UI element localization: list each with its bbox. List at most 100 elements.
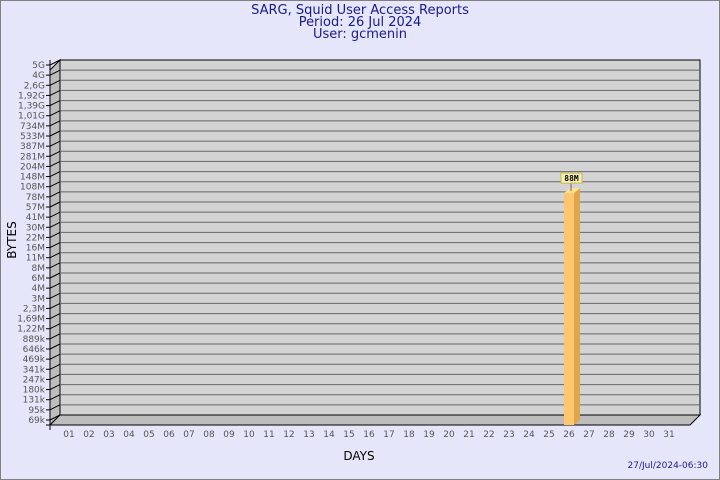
y-tick-depth	[49, 100, 61, 107]
x-tick-label: 24	[523, 430, 535, 440]
y-tick-label: 281M	[20, 152, 45, 162]
x-tick-label: 26	[563, 430, 575, 440]
y-tick-depth	[49, 231, 61, 238]
y-tick-label: 4M	[32, 284, 46, 294]
bar-top-day-26	[564, 188, 580, 194]
y-tick-label: 95k	[28, 406, 45, 416]
y-tick-label: 22M	[26, 233, 45, 243]
y-tick-label: 78M	[26, 193, 45, 203]
x-tick-label: 07	[183, 430, 194, 440]
y-tick-label: 1,22M	[17, 325, 45, 335]
generated-timestamp: 27/Jul/2024-06:30	[627, 461, 708, 471]
y-tick-depth	[49, 252, 61, 259]
y-tick-depth	[49, 353, 61, 360]
chart-period: Period: 26 Jul 2024	[298, 15, 422, 30]
x-tick-label: 09	[223, 430, 235, 440]
y-tick-depth	[49, 302, 61, 309]
x-tick-label: 12	[283, 430, 294, 440]
y-tick-depth	[49, 272, 61, 279]
y-tick-label: 646k	[23, 345, 46, 355]
chart-title: SARG, Squid User Access Reports	[251, 3, 469, 18]
y-tick-depth	[49, 171, 61, 178]
y-tick-depth	[49, 191, 61, 198]
plot-back-panel	[59, 59, 701, 416]
y-tick-depth	[49, 384, 61, 391]
x-tick-label: 20	[443, 430, 455, 440]
y-tick-label: 3M	[32, 294, 46, 304]
x-axis-label: DAYS	[343, 449, 374, 463]
x-tick-label: 30	[643, 430, 655, 440]
y-tick-label: 57M	[26, 203, 45, 213]
y-tick-label: 1,92G	[18, 91, 45, 101]
y-tick-label: 2,3M	[23, 304, 45, 314]
y-tick-depth	[49, 404, 61, 411]
x-tick-label: 05	[143, 430, 154, 440]
y-tick-label: 204M	[20, 162, 45, 172]
y-tick-label: 30M	[26, 223, 45, 233]
y-tick-depth	[49, 262, 61, 269]
y-tick-label: 108M	[20, 183, 45, 193]
x-tick-label: 13	[303, 430, 314, 440]
y-tick-depth	[49, 211, 61, 218]
y-tick-depth	[49, 181, 61, 188]
y-tick-label: 8M	[32, 264, 46, 274]
y-tick-depth	[49, 130, 61, 137]
y-tick-depth	[49, 150, 61, 157]
x-tick-label: 27	[583, 430, 594, 440]
y-tick-depth	[49, 160, 61, 167]
data-label-box	[560, 172, 583, 184]
y-tick-label: 889k	[23, 335, 46, 345]
y-tick-label: 131k	[23, 396, 46, 406]
y-tick-depth	[49, 313, 61, 320]
y-tick-label: 1,69M	[17, 315, 45, 325]
x-tick-label: 17	[383, 430, 394, 440]
x-tick-label: 16	[363, 430, 375, 440]
y-tick-depth	[49, 201, 61, 208]
y-tick-depth	[49, 120, 61, 127]
y-tick-label: 469k	[23, 355, 46, 365]
y-tick-depth	[49, 110, 61, 117]
y-tick-depth	[49, 343, 61, 350]
chart-user: User: gcmenin	[312, 27, 408, 42]
y-tick-depth	[49, 59, 61, 66]
y-axis-label: BYTES	[5, 221, 19, 258]
y-tick-depth	[49, 363, 61, 370]
y-tick-label: 16M	[26, 244, 45, 254]
y-tick-depth	[49, 242, 61, 249]
x-tick-label: 14	[323, 430, 335, 440]
y-tick-label: 69k	[28, 416, 45, 426]
x-tick-label: 03	[103, 430, 114, 440]
y-tick-label: 734M	[20, 122, 45, 132]
y-tick-label: 247k	[23, 375, 46, 385]
x-tick-label: 11	[263, 430, 274, 440]
bar-side-day-26	[574, 188, 580, 425]
y-tick-depth	[49, 394, 61, 401]
x-tick-label: 02	[83, 430, 94, 440]
bar-day-26	[564, 193, 574, 425]
y-tick-label: 2,6G	[24, 81, 45, 91]
x-tick-label: 23	[503, 430, 514, 440]
x-tick-label: 08	[203, 430, 215, 440]
plot-floor	[48, 414, 702, 426]
y-tick-label: 5G	[32, 61, 45, 71]
y-tick-depth	[49, 69, 61, 76]
data-label: 88M	[564, 174, 579, 183]
y-tick-label: 148M	[20, 173, 45, 183]
y-tick-depth	[49, 140, 61, 147]
y-tick-depth	[49, 79, 61, 86]
y-tick-label: 387M	[20, 142, 45, 152]
y-tick-depth	[49, 89, 61, 96]
y-tick-label: 533M	[20, 132, 45, 142]
y-tick-depth	[49, 333, 61, 340]
y-tick-depth	[49, 282, 61, 289]
x-tick-label: 04	[123, 430, 135, 440]
y-tick-label: 11M	[26, 254, 45, 264]
y-tick-depth	[49, 292, 61, 299]
y-tick-label: 341k	[23, 365, 46, 375]
x-tick-label: 06	[163, 430, 175, 440]
x-tick-label: 25	[543, 430, 554, 440]
x-tick-label: 01	[63, 430, 74, 440]
x-tick-label: 28	[603, 430, 615, 440]
y-tick-label: 180k	[23, 386, 46, 396]
